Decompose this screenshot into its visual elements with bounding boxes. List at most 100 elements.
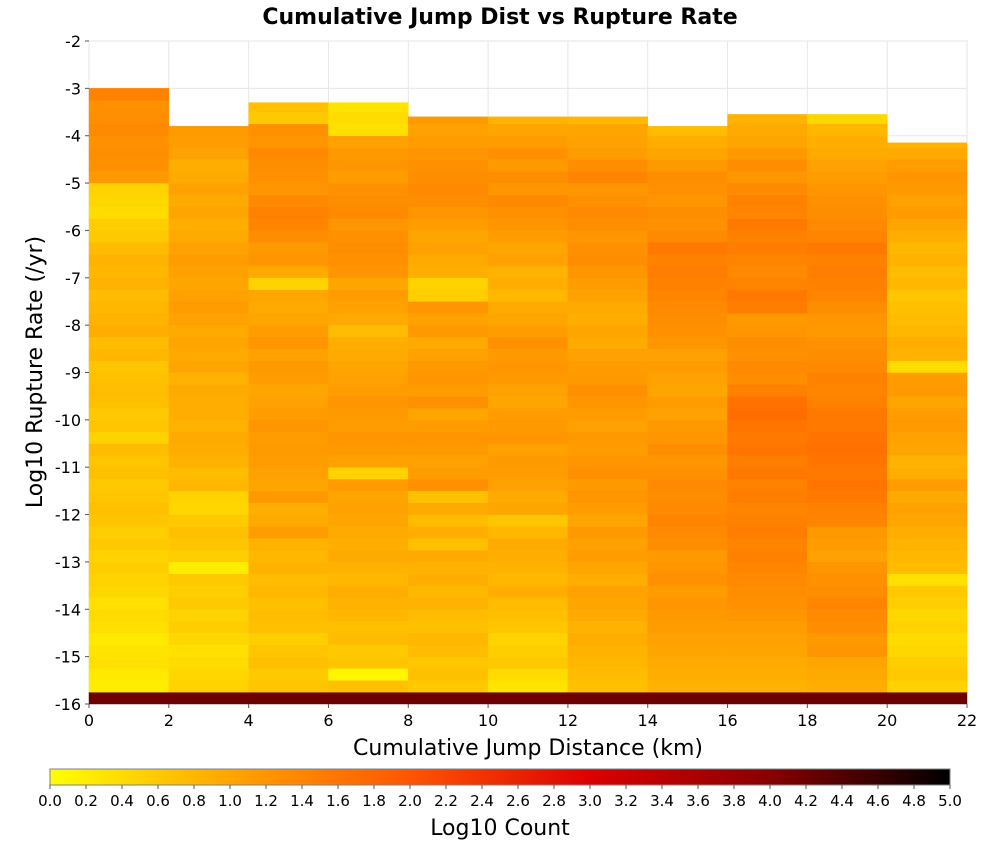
heatmap-cell [807,691,888,705]
heatmap-cell [647,609,728,622]
heatmap-cell [88,644,170,657]
heatmap-cell [807,467,888,480]
heatmap-cell [168,360,249,373]
y-tick-label: -11 [55,458,81,477]
heatmap-cell [807,573,888,586]
heatmap-cell [886,538,968,551]
heatmap-cell [807,135,888,148]
heatmap-cell [807,336,888,350]
heatmap-cell [328,102,409,113]
heatmap-cell [807,348,888,361]
heatmap-cell [807,514,888,527]
heatmap-cell [487,478,569,492]
heatmap-cell [408,490,489,503]
heatmap-cell [886,277,968,290]
heatmap-cell [328,336,409,350]
heatmap-cell [567,656,648,669]
colorbar-tick-label: 3.8 [722,792,746,810]
heatmap-cell [567,348,648,361]
heatmap-cell [408,514,489,527]
heatmap-cell [487,360,569,373]
heatmap-cell [328,443,409,456]
heatmap-cell [487,644,569,657]
heatmap-cell [88,526,170,539]
heatmap-cell [248,324,329,338]
heatmap-cell [727,253,808,267]
heatmap-cell [487,431,569,444]
heatmap-cell [647,135,728,148]
colorbar-tick-label: 1.4 [290,792,314,810]
x-tick-label: 12 [558,711,578,730]
heatmap-cell [567,116,648,125]
heatmap-cell [248,395,329,409]
y-tick-label: -8 [65,316,81,335]
heatmap-cell [248,585,329,598]
heatmap-cell [88,171,170,184]
heatmap-cell [807,478,888,492]
heatmap-cell [886,561,968,574]
heatmap-cell [168,348,249,361]
heatmap-cell [567,443,648,456]
heatmap-cell [807,597,888,610]
heatmap-cell [328,194,409,207]
heatmap-cell [88,313,170,326]
heatmap-cell [487,253,569,267]
heatmap-cell [88,123,170,136]
heatmap-cell [88,407,170,421]
heatmap-cell [487,407,569,421]
heatmap-cell [807,242,888,255]
heatmap-cell [168,632,249,646]
heatmap-cell [408,348,489,361]
heatmap-cell [88,597,170,610]
heatmap-cell [567,218,648,231]
heatmap-cell [408,478,489,492]
heatmap-cell [647,597,728,610]
heatmap-cell [168,289,249,302]
heatmap-cell [567,419,648,432]
heatmap-cell [647,656,728,669]
heatmap-cell [647,668,728,681]
heatmap-cell [408,573,489,586]
heatmap-cell [88,455,170,468]
heatmap-cell [328,360,409,373]
heatmap-cell [886,182,968,196]
heatmap-cell [807,171,888,184]
heatmap-cell [647,242,728,255]
heatmap-cell [328,242,409,255]
heatmap-cell [567,644,648,657]
heatmap-cell [807,620,888,634]
heatmap-cell [727,632,808,646]
heatmap-cell [328,135,409,148]
heatmap-cell [647,549,728,563]
heatmap-cell [168,301,249,314]
heatmap-cell [567,668,648,681]
heatmap-cell [647,443,728,456]
heatmap-cell [567,159,648,172]
heatmap-cell [248,372,329,385]
x-tick-label: 20 [877,711,897,730]
heatmap-cell [487,324,569,338]
x-axis-label: Cumulative Jump Distance (km) [353,736,703,761]
heatmap-cell [567,182,648,196]
heatmap-cell [487,419,569,432]
heatmap-cell [487,514,569,527]
heatmap-cell [248,490,329,503]
heatmap-cell [408,116,489,125]
heatmap-cell [88,230,170,243]
heatmap-cell [248,455,329,468]
heatmap-cell [168,253,249,267]
heatmap-cell [647,324,728,338]
heatmap-cell [886,218,968,231]
heatmap-cell [886,395,968,409]
heatmap-cell [248,102,329,113]
heatmap-cell [807,407,888,421]
colorbar-tick-label: 0.0 [38,792,62,810]
heatmap-cell [727,301,808,314]
heatmap-cell [88,159,170,172]
heatmap-cell [886,431,968,444]
heatmap-cell [88,135,170,148]
heatmap-cell [328,502,409,515]
heatmap-cell [487,277,569,290]
heatmap-cell [248,289,329,302]
y-tick-label: -3 [65,79,81,98]
